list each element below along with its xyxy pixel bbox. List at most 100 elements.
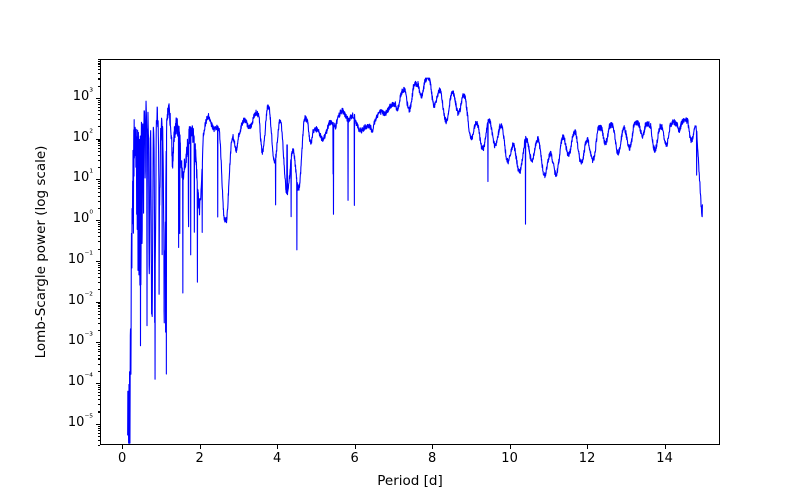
x-tick-12	[587, 445, 589, 449]
y-minor-tick	[97, 167, 100, 169]
y-minor-tick	[97, 313, 100, 315]
y-minor-tick	[97, 248, 100, 250]
y-minor-tick	[97, 78, 100, 80]
y-minor-tick	[97, 114, 100, 116]
y-minor-tick	[97, 229, 100, 231]
y-minor-tick	[97, 322, 100, 324]
y-minor-tick	[97, 289, 100, 291]
y-minor-tick	[97, 395, 100, 397]
y-minor-tick	[97, 435, 100, 438]
y-minor-tick	[97, 348, 100, 350]
y-tick-2	[96, 342, 100, 344]
y-minor-tick	[97, 386, 100, 388]
x-tick-14	[664, 445, 666, 449]
y-minor-tick	[97, 99, 100, 101]
y-minor-tick	[97, 69, 100, 71]
y-tick-6	[96, 179, 100, 181]
y-ticklabel-2: 10⁻³	[67, 330, 93, 349]
y-minor-tick	[97, 404, 100, 406]
y-minor-tick	[97, 181, 100, 183]
x-ticklabel-6: 6	[350, 451, 359, 466]
y-minor-tick	[97, 370, 100, 372]
periodogram-svg	[127, 77, 703, 444]
y-minor-tick	[97, 430, 100, 432]
y-minor-tick	[97, 305, 100, 307]
y-minor-tick	[97, 66, 100, 68]
y-minor-tick	[97, 282, 100, 284]
y-minor-tick	[97, 303, 100, 305]
y-minor-tick	[97, 384, 100, 386]
x-tick-10	[509, 445, 511, 449]
y-minor-tick	[97, 276, 100, 279]
y-minor-tick	[97, 269, 100, 271]
x-axis-label: Period [d]	[377, 473, 443, 489]
y-ticklabel-7: 10²	[72, 127, 93, 145]
x-ticklabel-8: 8	[427, 451, 437, 466]
x-tick-8	[432, 445, 434, 449]
y-minor-tick	[97, 61, 100, 63]
x-tick-0	[122, 445, 124, 449]
y-ticklabel-4: 10⁻¹	[67, 249, 93, 267]
y-minor-tick	[97, 344, 100, 346]
y-minor-tick	[97, 241, 100, 243]
y-minor-tick	[97, 221, 100, 223]
y-minor-tick	[97, 119, 100, 121]
y-minor-tick	[97, 147, 100, 149]
y-tick-4	[96, 260, 100, 262]
y-tick-7	[96, 138, 100, 140]
y-minor-tick	[97, 262, 100, 264]
y-minor-tick	[97, 224, 100, 226]
y-tick-3	[96, 301, 100, 303]
y-minor-tick	[97, 188, 100, 190]
y-ticklabel-1: 10⁻⁴	[67, 371, 93, 389]
y-minor-tick	[97, 399, 100, 401]
y-minor-tick	[97, 310, 100, 312]
y-minor-tick	[97, 73, 100, 75]
y-minor-tick	[97, 183, 100, 185]
periodogram-line	[127, 77, 703, 444]
y-ticklabel-6: 10¹	[72, 167, 93, 186]
y-ticklabel-0: 10⁻⁵	[67, 412, 93, 430]
y-minor-tick	[97, 351, 100, 353]
y-minor-tick	[97, 264, 100, 266]
y-ticklabel-3: 10⁻²	[67, 290, 93, 308]
y-minor-tick	[97, 159, 100, 161]
y-minor-tick	[97, 392, 100, 394]
y-minor-tick	[97, 101, 100, 103]
y-minor-tick	[97, 195, 100, 197]
y-ticklabel-8: 10³	[72, 86, 93, 104]
y-minor-tick	[97, 358, 100, 360]
x-ticklabel-10: 10	[501, 451, 518, 466]
y-tick-5	[96, 220, 100, 222]
y-minor-tick	[97, 142, 100, 144]
y-minor-tick	[97, 63, 100, 65]
y-minor-tick	[97, 85, 100, 87]
y-minor-tick	[97, 267, 100, 269]
x-ticklabel-4: 4	[272, 451, 282, 466]
y-minor-tick	[97, 445, 100, 447]
y-minor-tick	[97, 191, 100, 193]
x-tick-6	[354, 445, 356, 449]
y-minor-tick	[97, 207, 100, 209]
y-minor-tick	[97, 307, 100, 309]
y-minor-tick	[97, 346, 100, 348]
y-minor-tick	[97, 104, 100, 106]
y-minor-tick	[97, 432, 100, 434]
y-axis-label: Lomb-Scargle power (log scale)	[33, 145, 49, 359]
y-minor-tick	[97, 232, 100, 234]
plot-axes	[100, 59, 720, 445]
y-minor-tick	[97, 185, 100, 187]
y-minor-tick	[97, 439, 100, 441]
y-minor-tick	[97, 59, 100, 61]
y-minor-tick	[97, 389, 100, 391]
y-minor-tick	[97, 354, 100, 356]
y-minor-tick	[97, 329, 100, 332]
x-ticklabel-12: 12	[578, 451, 596, 466]
x-ticklabel-0: 0	[117, 451, 127, 466]
y-tick-1	[96, 382, 100, 385]
y-minor-tick	[97, 226, 100, 228]
y-ticklabel-5: 10⁰	[72, 208, 93, 227]
y-minor-tick	[97, 363, 100, 365]
x-tick-2	[199, 445, 201, 449]
